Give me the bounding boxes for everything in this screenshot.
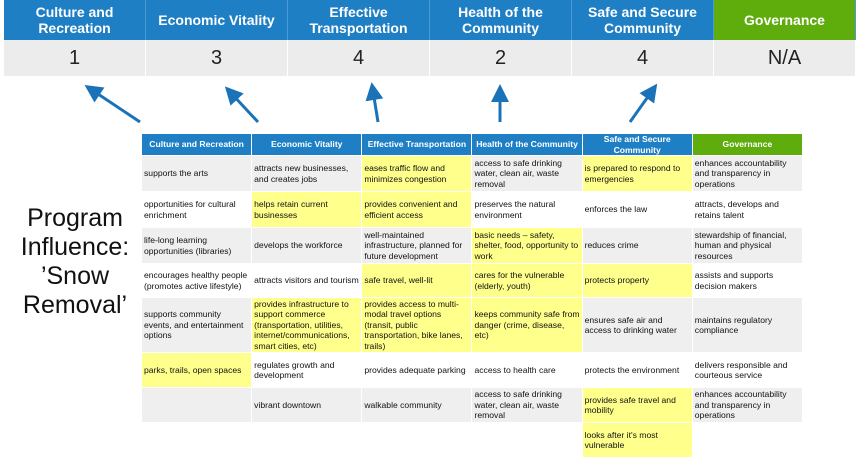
table-cell: parks, trails, open spaces [140, 352, 253, 388]
table-cell: attracts new businesses, and creates job… [251, 155, 363, 192]
table-row: opportunities for cultural enrichment hel… [140, 191, 804, 228]
table-row: looks after it's most vulnerable [140, 422, 804, 458]
table-cell: access to safe drinking water, clean air… [471, 155, 583, 192]
table-cell: attracts visitors and tourism [251, 263, 363, 298]
table-cell: develops the workforce [251, 227, 363, 264]
category-header: Health of the Community [430, 0, 572, 40]
table-header: Economic Vitality [251, 133, 363, 156]
table-row: life-long learning opportunities (librar… [140, 227, 804, 264]
table-cell [140, 387, 253, 423]
table-cell: reduces crime [581, 227, 693, 264]
table-cell: life-long learning opportunities (librar… [140, 227, 253, 264]
program-influence-label: Program Influence: ’Snow Removal’ [20, 204, 130, 319]
table-cell: protects property [581, 263, 693, 298]
table-cell [471, 422, 583, 458]
table-cell: basic needs – safety, shelter, food, opp… [471, 227, 583, 264]
table-cell: cares for the vulnerable (elderly, youth… [471, 263, 583, 298]
table-cell: delivers responsible and courteous servi… [691, 352, 804, 388]
arrow-icon [365, 82, 384, 123]
table-cell: keeps community safe from danger (crime,… [471, 297, 583, 353]
table-cell: ensures safe air and access to drinking … [581, 297, 693, 353]
table-cell: provides access to multi-modal travel op… [361, 297, 473, 353]
table-cell: safe travel, well-lit [361, 263, 473, 298]
table-row: supports community events, and entertain… [140, 297, 804, 353]
table-cell: helps retain current businesses [251, 191, 363, 228]
category-header: Effective Transportation [288, 0, 430, 40]
table-cell: is prepared to respond to emergencies [581, 155, 693, 192]
table-cell: opportunities for cultural enrichment [140, 191, 253, 228]
table-cell [691, 422, 804, 458]
table-cell: supports the arts [140, 155, 253, 192]
table-cell: provides safe travel and mobility [581, 387, 693, 423]
category-header: Safe and Secure Community [572, 0, 714, 40]
table-cell: attracts, develops and retains talent [691, 191, 804, 228]
category-score: 4 [572, 40, 714, 76]
category-score: N/A [714, 40, 856, 76]
table-header: Governance [691, 133, 804, 156]
arrow-icon [628, 83, 658, 123]
category-header: Economic Vitality [146, 0, 288, 40]
table-cell [361, 422, 473, 458]
influence-table: Culture and Recreation Economic Vitality E… [140, 133, 804, 458]
table-cell: enhances accountability and transparency… [691, 155, 804, 192]
table-row: supports the arts attracts new businesses… [140, 155, 804, 192]
category-score: 3 [146, 40, 288, 76]
table-cell: encourages healthy people (promotes acti… [140, 263, 253, 298]
table-cell: provides infrastructure to support comme… [251, 297, 363, 353]
table-cell: provides adequate parking [361, 352, 473, 388]
table-cell: regulates growth and development [251, 352, 363, 388]
table-cell: preserves the natural environment [471, 191, 583, 228]
table-row: parks, trails, open spaces regulates grow… [140, 352, 804, 388]
table-cell: provides convenient and efficient access [361, 191, 473, 228]
table-header: Culture and Recreation [140, 133, 253, 156]
table-cell: protects the environment [581, 352, 693, 388]
table-cell: enforces the law [581, 191, 693, 228]
category-header: Culture and Recreation [4, 0, 146, 40]
table-cell: vibrant downtown [251, 387, 363, 423]
category-score-header: Culture and Recreation Economic Vitality E… [4, 0, 856, 76]
table-cell [140, 422, 253, 458]
table-cell: enhances accountability and transparency… [691, 387, 804, 423]
table-cell: stewardship of financial, human and phys… [691, 227, 804, 264]
table-cell: well-maintained infrastructure, planned … [361, 227, 473, 264]
table-cell: supports community events, and entertain… [140, 297, 253, 353]
arrow-icon [224, 86, 260, 124]
table-cell: eases traffic flow and minimizes congest… [361, 155, 473, 192]
arrow-icon [84, 85, 141, 124]
table-row: vibrant downtown walkable community access… [140, 387, 804, 423]
table-cell [251, 422, 363, 458]
category-header: Governance [714, 0, 856, 40]
table-row: encourages healthy people (promotes acti… [140, 263, 804, 298]
table-cell: assists and supports decision makers [691, 263, 804, 298]
category-score: 4 [288, 40, 430, 76]
table-header: Effective Transportation [361, 133, 473, 156]
table-cell: access to health care [471, 352, 583, 388]
table-cell: looks after it's most vulnerable [581, 422, 693, 458]
table-cell: access to safe drinking water, clean air… [471, 387, 583, 423]
table-header: Health of the Community [471, 133, 583, 156]
table-cell: walkable community [361, 387, 473, 423]
category-score: 2 [430, 40, 572, 76]
table-header: Safe and Secure Community [581, 133, 693, 156]
table-cell: maintains regulatory compliance [691, 297, 804, 353]
category-score: 1 [4, 40, 146, 76]
